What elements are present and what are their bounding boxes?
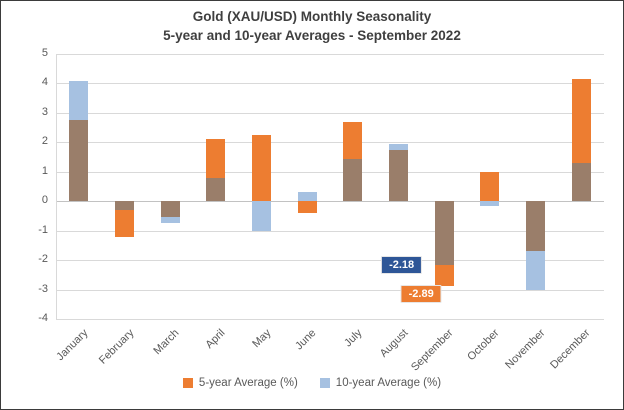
bar-february-overlap xyxy=(115,201,134,211)
bar-august-overlap xyxy=(389,149,408,202)
bar-february-5-year xyxy=(115,210,134,237)
bar-july-overlap xyxy=(343,158,363,202)
x-axis-label-january: January xyxy=(54,327,91,364)
gridline xyxy=(56,54,604,55)
bar-october-10-year xyxy=(480,201,500,206)
chart-title: Gold (XAU/USD) Monthly Seasonality 5-yea… xyxy=(1,8,623,46)
bar-december-5-year xyxy=(571,79,591,163)
bar-june-10-year xyxy=(297,192,317,202)
legend-swatch-5-year xyxy=(182,378,193,388)
bar-april-5-year xyxy=(206,139,226,178)
gridline xyxy=(56,83,604,85)
y-axis-tick-label: 0 xyxy=(41,194,48,207)
legend: 5-year Average (%) 10-year Average (%) xyxy=(1,377,623,389)
legend-item-5-year: 5-year Average (%) xyxy=(182,377,298,389)
bar-october-5-year xyxy=(480,171,500,202)
y-axis-tick-label: 3 xyxy=(41,105,48,118)
y-axis-tick-label: -4 xyxy=(38,312,48,324)
gridline xyxy=(56,319,604,320)
gridline xyxy=(56,289,604,291)
legend-item-10-year: 10-year Average (%) xyxy=(319,377,442,389)
bar-september-5-year xyxy=(434,265,454,287)
bar-september-overlap xyxy=(434,201,454,266)
y-axis-tick-label: 2 xyxy=(41,135,48,148)
bar-november-10-year xyxy=(526,251,545,290)
chart-title-line1: Gold (XAU/USD) Monthly Seasonality xyxy=(192,9,432,24)
annotation-label--2.89: -2.89 xyxy=(400,285,442,304)
bar-january-10-year xyxy=(69,80,89,121)
gridline xyxy=(56,230,604,232)
bar-july-5-year xyxy=(343,121,363,159)
y-axis-tick-label: -3 xyxy=(38,282,48,295)
bar-january-overlap xyxy=(69,120,89,202)
bar-december-overlap xyxy=(571,162,591,202)
annotation-label--2.18: -2.18 xyxy=(381,256,423,275)
legend-label-5-year: 5-year Average (%) xyxy=(198,377,298,389)
bar-april-overlap xyxy=(206,177,226,202)
y-axis-tick-label: -1 xyxy=(38,223,48,236)
bar-march-overlap xyxy=(160,201,180,218)
bar-may-5-year xyxy=(252,134,271,202)
chart-title-line2: 5-year and 10-year Averages - September … xyxy=(163,27,461,43)
gridline xyxy=(56,171,604,173)
y-axis-tick-label: 1 xyxy=(41,164,48,177)
bar-august-10-year xyxy=(389,143,408,150)
legend-swatch-10-year xyxy=(319,378,330,388)
y-axis-tick-label: 4 xyxy=(41,76,48,89)
bar-november-overlap xyxy=(526,201,545,252)
y-axis-tick-label: -2 xyxy=(38,253,48,266)
gridline xyxy=(56,201,604,203)
y-axis-tick-label: 5 xyxy=(41,47,48,59)
bar-june-5-year xyxy=(297,201,317,213)
gridline xyxy=(56,260,604,262)
y-axis-line xyxy=(56,54,57,319)
legend-label-10-year: 10-year Average (%) xyxy=(335,377,442,389)
bar-march-10-year xyxy=(160,217,180,224)
bar-may-10-year xyxy=(252,201,271,231)
gridline xyxy=(56,112,604,114)
gridline xyxy=(56,142,604,144)
